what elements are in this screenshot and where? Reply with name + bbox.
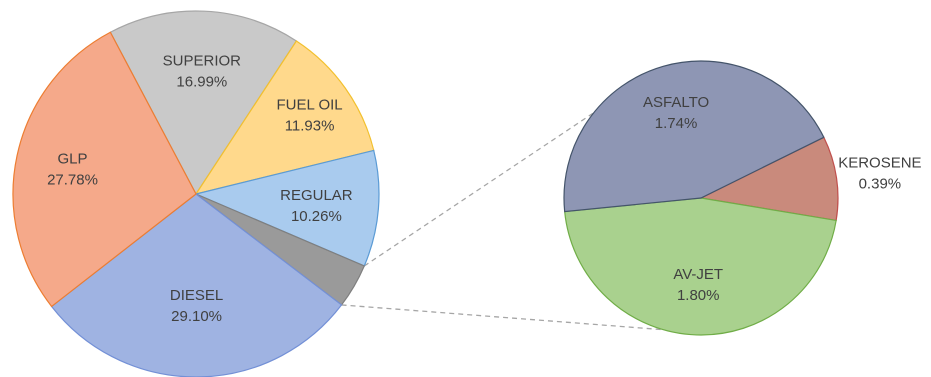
- main-label-regular: REGULAR: [280, 187, 353, 204]
- secondary-pie: KEROSENE 0.39% AV-JET 1.80% ASFALTO 1.74%: [563, 60, 922, 336]
- main-value-glp: 27.78%: [47, 172, 98, 189]
- secondary-label-kerosene: KEROSENE: [838, 154, 921, 171]
- secondary-value-kerosene: 0.39%: [859, 175, 902, 192]
- secondary-value-asfalto: 1.74%: [655, 115, 698, 132]
- secondary-value-av-jet: 1.80%: [677, 287, 720, 304]
- main-value-fuel-oil: 11.93%: [285, 118, 335, 135]
- main-label-fuel-oil: FUEL OIL: [277, 97, 343, 114]
- main-label-diesel: DIESEL: [170, 287, 223, 304]
- main-slice-regular: [194, 149, 380, 267]
- secondary-slice-kerosene: [699, 136, 839, 222]
- main-label-glp: GLP: [58, 151, 88, 168]
- secondary-slice-av-jet: [564, 197, 837, 336]
- secondary-label-asfalto: ASFALTO: [643, 94, 709, 111]
- main-slice-fuel-oil: [194, 40, 375, 195]
- connector-line-bottom: [341, 304, 664, 331]
- main-label-superior: SUPERIOR: [163, 53, 242, 70]
- main-slice-superior: [109, 10, 298, 196]
- secondary-label-av-jet: AV-JET: [673, 266, 723, 283]
- main-value-diesel: 29.10%: [171, 308, 222, 325]
- main-value-regular: 10.26%: [291, 208, 342, 225]
- main-value-superior: 16.99%: [176, 74, 227, 91]
- main-slice-glp: [12, 31, 197, 308]
- secondary-slice-asfalto: [563, 60, 825, 213]
- main-pie: SUPERIOR 16.99% FUEL OIL 11.93% REGULAR 10.26…: [12, 10, 380, 377]
